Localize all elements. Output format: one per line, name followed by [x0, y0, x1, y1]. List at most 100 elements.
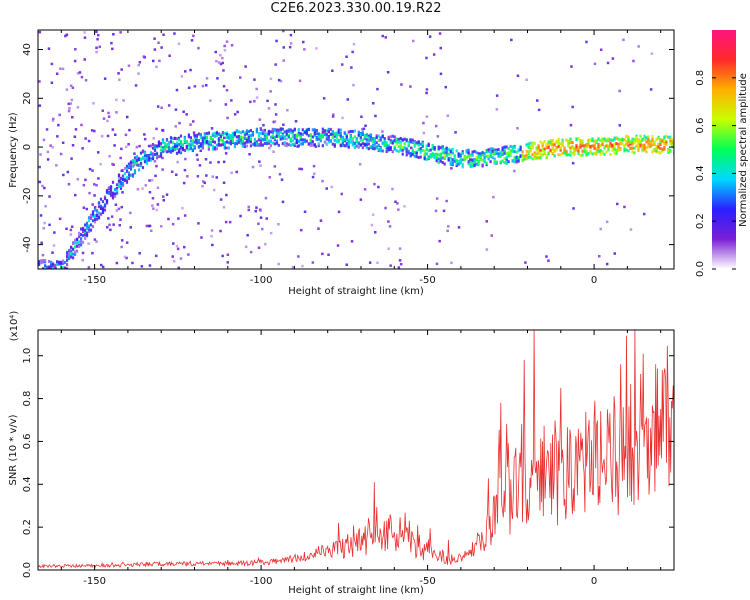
spectrogram-cell: [135, 159, 139, 162]
spectrogram-cell: [55, 72, 59, 75]
spectrogram-cell: [643, 212, 646, 216]
spectrogram-cell: [80, 243, 83, 247]
spectrogram-cell: [120, 205, 123, 209]
spectrogram-cell: [549, 141, 552, 144]
spectrogram-cell: [58, 262, 61, 266]
spectrogram-cell: [655, 137, 658, 141]
spectrogram-cell: [585, 143, 588, 147]
spectrogram-cell: [593, 144, 596, 148]
spectrogram-cell: [52, 271, 54, 274]
spectrogram-cell: [70, 252, 73, 256]
spectrogram-cell: [251, 131, 254, 135]
spectrogram-cell: [73, 135, 77, 138]
spectrogram-cell: [175, 173, 178, 176]
spectrogram-cell: [403, 146, 406, 150]
spectrogram-cell: [167, 217, 170, 221]
spectrogram-cell: [129, 164, 133, 168]
spectrogram-cell: [103, 195, 107, 199]
spectrogram-cell: [169, 140, 173, 144]
spectrogram-cell: [161, 128, 164, 132]
spectrogram-cell: [123, 172, 127, 176]
spectrogram-cell: [671, 138, 674, 142]
spectrogram-cell: [189, 143, 192, 147]
spectrogram-cell: [613, 151, 616, 155]
spectrogram-cell: [112, 163, 115, 166]
spectrogram-cell: [361, 146, 364, 150]
spectrogram-cell: [263, 132, 266, 136]
spectrogram-cell: [637, 45, 640, 48]
spectrogram-cell: [615, 149, 618, 153]
spectrogram-cell: [637, 142, 640, 146]
spectrogram-cell: [126, 115, 129, 119]
spectrogram-cell: [99, 212, 103, 216]
spectrogram-cell: [257, 134, 260, 138]
spectrogram-cell: [603, 146, 606, 150]
spectrogram-cell: [106, 119, 109, 123]
spectrogram-cell: [432, 53, 436, 56]
spectrogram-cell: [551, 148, 554, 151]
spectrogram-cell: [593, 62, 597, 66]
spectrogram-cell: [667, 135, 670, 139]
spectrogram-cell: [645, 140, 648, 144]
spectrogram-cell: [591, 137, 594, 141]
spectrogram-cell: [525, 149, 528, 153]
spectrogram-cell: [203, 136, 206, 140]
spectrogram-cell: [579, 143, 582, 147]
spectrogram-cell: [281, 200, 285, 204]
spectrogram-cell: [243, 145, 246, 149]
spectrogram-cell: [341, 116, 344, 120]
spectrogram-cell: [40, 272, 42, 275]
spectrogram-cell: [243, 137, 246, 140]
spectrogram-cell: [529, 145, 532, 148]
spectrogram-cell: [639, 140, 642, 144]
spectrogram-cell: [487, 154, 490, 158]
spectrogram-cell: [321, 179, 324, 183]
spectrogram-cell: [487, 157, 490, 161]
spectrogram-cell: [151, 152, 154, 155]
spectrogram-cell: [507, 147, 510, 150]
spectrogram-cell: [93, 206, 97, 209]
spectrogram-cell: [38, 263, 41, 266]
spectrogram-cell: [125, 167, 129, 171]
spectrogram-cell: [563, 151, 566, 155]
spectrogram-cell: [68, 257, 71, 261]
spectrogram-cell: [376, 261, 379, 264]
spectrogram-cell: [217, 132, 220, 136]
spectrogram-cell: [213, 188, 216, 192]
spectrogram-cell: [661, 149, 664, 153]
spectrogram-cell: [82, 240, 85, 244]
spectrogram-cell: [493, 152, 496, 156]
spectrogram-cell: [128, 128, 131, 132]
spectrogram-cell: [489, 153, 492, 156]
spectrogram-cell: [229, 134, 232, 138]
spectrogram-cell: [59, 67, 62, 70]
spectrogram-cell: [78, 231, 81, 235]
spectrogram-cell: [241, 130, 244, 134]
spectrogram-cell: [539, 156, 542, 160]
spectrogram-cell: [84, 231, 87, 234]
spectrogram-cell: [311, 175, 315, 179]
spectrogram-cell: [38, 165, 41, 169]
spectrogram-cell: [277, 223, 280, 226]
spectrogram-cell: [314, 145, 318, 148]
spectrogram-cell: [611, 57, 615, 60]
spectrogram-cell: [102, 117, 106, 120]
spectrogram-cell: [187, 86, 191, 89]
spectrogram-cell: [553, 148, 556, 152]
spectrogram-cell: [437, 145, 440, 149]
spectrogram-cell: [438, 239, 441, 243]
spectrogram-cell: [207, 147, 210, 151]
spectrogram-cell: [453, 160, 456, 163]
spectrogram-cell: [46, 275, 48, 278]
spectrogram-cell: [331, 135, 334, 139]
spectrogram-cell: [179, 143, 183, 147]
spectrogram-cell: [161, 156, 164, 160]
spectrogram-cell: [623, 148, 626, 151]
spectrogram-cell: [623, 205, 626, 209]
spectrogram-cell: [74, 128, 78, 131]
spectrogram-cell: [167, 141, 171, 144]
spectrogram-cell: [387, 220, 390, 223]
spectrogram-cell: [485, 248, 489, 251]
y-tick-label: -40: [22, 236, 33, 252]
spectrogram-cell: [80, 237, 83, 241]
